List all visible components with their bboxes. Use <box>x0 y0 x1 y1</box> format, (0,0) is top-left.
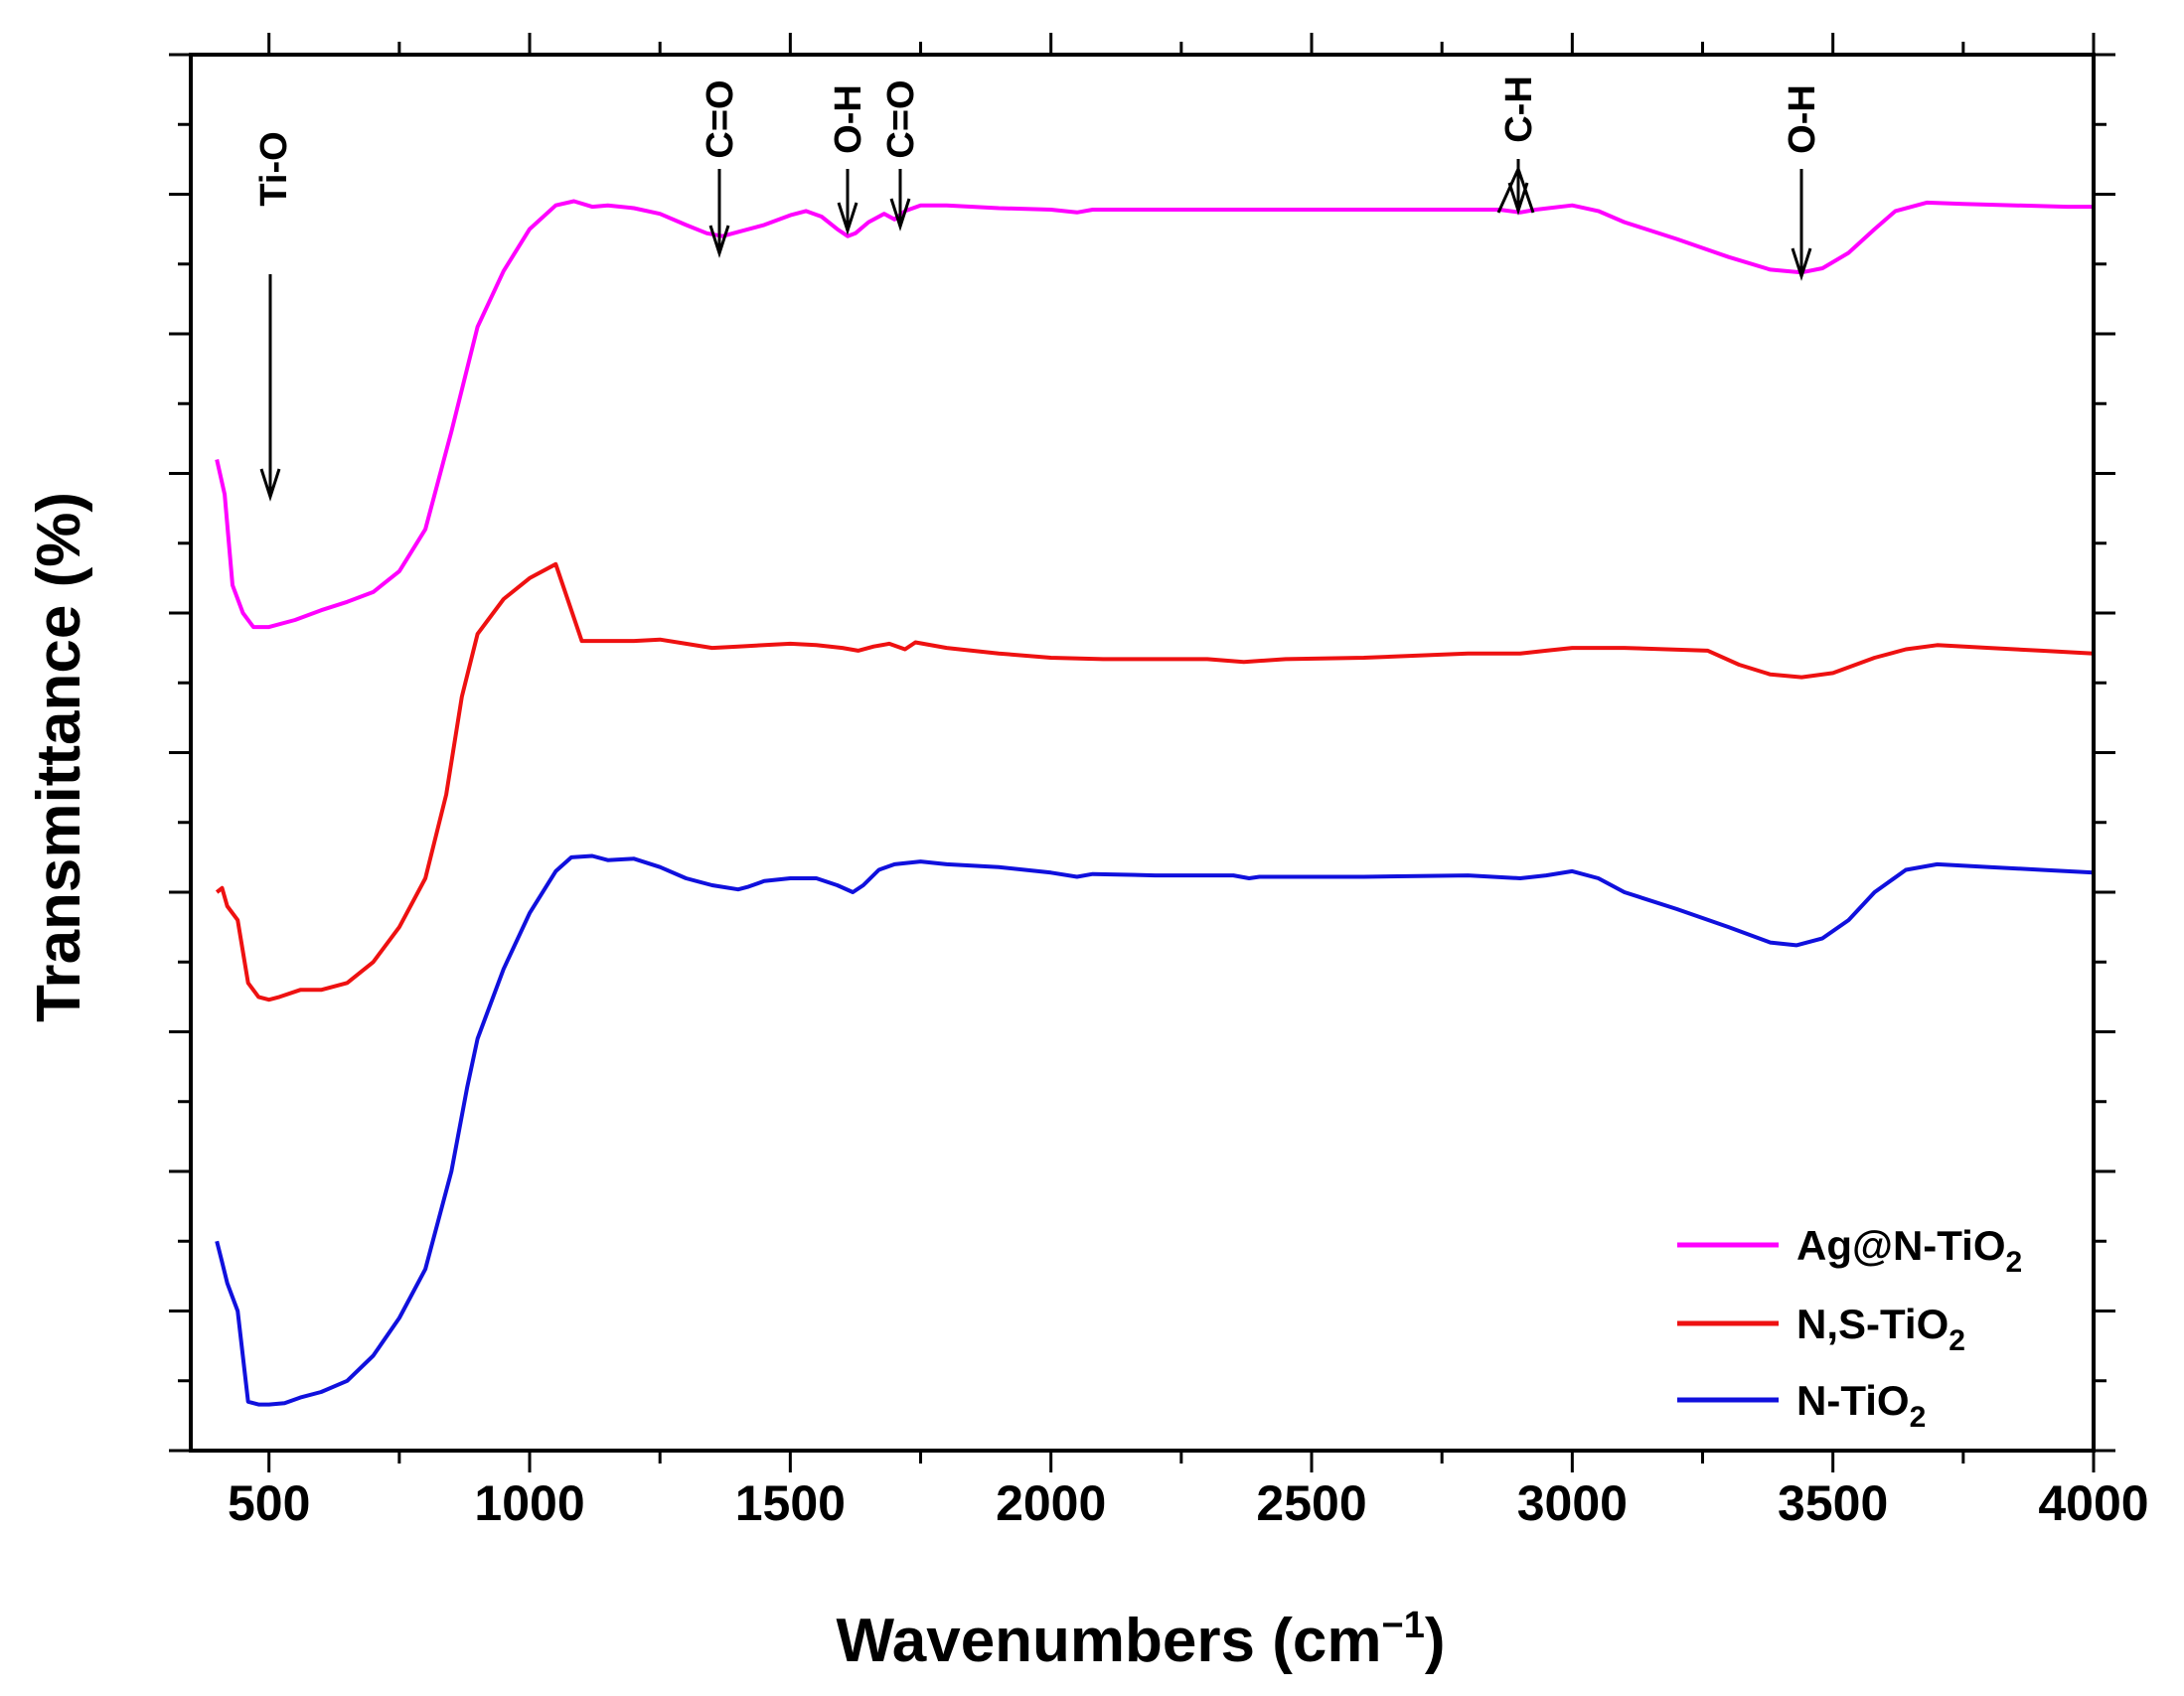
annotation-label: Ti-O <box>253 131 295 206</box>
legend-label-n-s-tio2: N,S-TiO2 <box>1796 1301 1965 1357</box>
annotation-arrowhead <box>1791 247 1812 281</box>
series-line-n-s-tio2 <box>215 561 2095 1002</box>
x-axis-title: Wavenumbers (cm−1) <box>837 1605 1446 1675</box>
legend-label-ag-n-tio2: Ag@N-TiO2 <box>1796 1222 2022 1279</box>
annotation-arrowhead <box>837 202 858 235</box>
x-tick-label: 2000 <box>996 1475 1106 1531</box>
annotation-arrowhead <box>1507 182 1529 216</box>
axis-ticks <box>169 33 2115 1472</box>
plot-frame <box>189 53 2096 1453</box>
x-tick-label: 3500 <box>1778 1475 1888 1531</box>
annotations: Ti-O C=O O-H C=O C-H O-H <box>253 76 1823 502</box>
series-line-ag-n-tio2 <box>215 199 2094 630</box>
legend-label-n-tio2: N-TiO2 <box>1796 1377 1926 1434</box>
x-tick-label: 500 <box>228 1475 310 1531</box>
annotation-arrowhead <box>708 225 730 258</box>
annotation-arrowhead <box>259 468 281 502</box>
x-tick-label: 4000 <box>2038 1475 2148 1531</box>
annotation-label: O-H <box>1782 84 1823 154</box>
y-axis-title: Transmittance (%) <box>25 492 93 1022</box>
annotation-label: C=O <box>700 79 741 158</box>
x-tick-label: 2500 <box>1256 1475 1366 1531</box>
legend: Ag@N-TiO2 N,S-TiO2 N-TiO2 <box>1677 1222 2022 1434</box>
annotation-label: C-H <box>1498 76 1540 143</box>
annotation-arrowhead <box>889 198 911 231</box>
x-tick-label: 1000 <box>474 1475 584 1531</box>
x-tick-label: 1500 <box>735 1475 846 1531</box>
series-layer <box>215 199 2095 1407</box>
annotation-label: C=O <box>880 79 922 158</box>
annotation-arrow <box>1496 168 1520 214</box>
series-line-n-tio2 <box>215 853 2095 1407</box>
x-tick-label: 3000 <box>1517 1475 1628 1531</box>
annotation-arrow <box>1516 168 1535 214</box>
x-tick-labels: 500 1000 1500 2000 2500 3000 3500 4000 <box>228 1475 2149 1531</box>
annotation-label: O-H <box>828 84 869 154</box>
